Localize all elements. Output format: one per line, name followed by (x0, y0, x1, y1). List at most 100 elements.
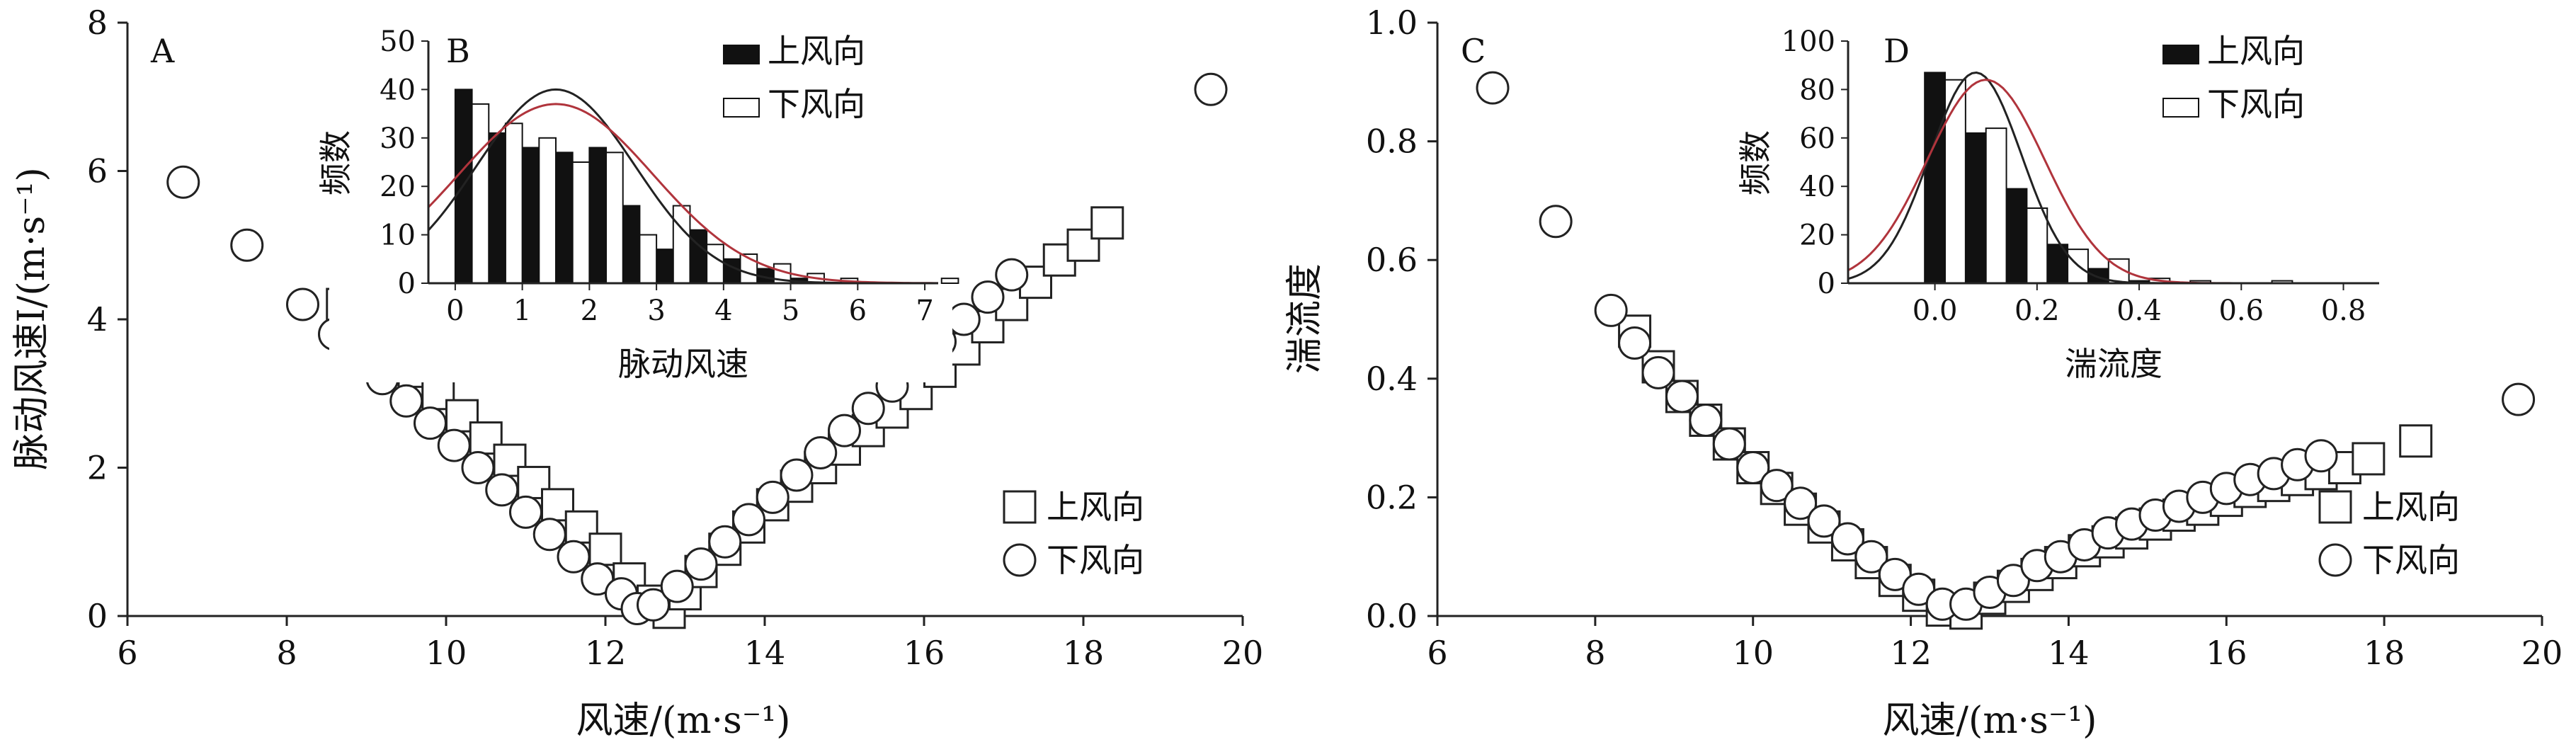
data-point-circle-marker (756, 480, 790, 514)
x-tick-label: 6 (1427, 634, 1447, 672)
x-tick-label: 14 (2048, 634, 2090, 672)
histogram-bar (521, 147, 540, 284)
data-point-circle-marker (1476, 71, 1510, 105)
histogram-bar (571, 161, 591, 284)
x-tick-label: 10 (1732, 634, 1774, 672)
histogram-bar (538, 137, 557, 284)
inset-y-tick-label: 0 (1818, 268, 1835, 300)
data-point-circle-marker (1760, 469, 1794, 503)
y-axis-label: 湍流度 (1284, 263, 1326, 374)
inset-x-axis-label: 湍流度 (2065, 345, 2162, 383)
inset-y-tick-label: 20 (380, 171, 416, 203)
data-point-circle-marker (414, 406, 447, 440)
y-axis-label: 脉动风速I/(m·s⁻¹) (11, 167, 53, 469)
inset-y-tick-label: 100 (1782, 25, 1835, 58)
y-tick-label: 0.0 (1366, 597, 1418, 635)
data-point-circle-marker (1539, 205, 1573, 239)
y-tick-label: 0.6 (1366, 241, 1418, 279)
inset-legend-swatch (723, 98, 760, 118)
data-point-circle-marker (1712, 427, 1746, 461)
data-point-circle-marker (557, 540, 591, 574)
inset-y-tick-label: 40 (380, 74, 416, 106)
x-tick-label: 14 (744, 634, 786, 672)
data-point-square-marker (1090, 206, 1124, 240)
x-tick-label: 20 (1222, 634, 1264, 672)
inset-panel-label: D (1883, 32, 1910, 70)
data-point-circle-marker (1854, 540, 1888, 574)
data-point-circle-marker (1878, 557, 1912, 591)
inset-legend-label: 上风向 (768, 32, 865, 70)
data-point-circle-marker (684, 547, 718, 581)
data-point-circle-marker (461, 451, 495, 484)
data-point-circle-marker (1594, 293, 1628, 327)
inset-x-tick-label: 7 (916, 295, 933, 327)
data-point-circle-marker (732, 503, 765, 537)
data-point-circle-marker (780, 458, 814, 492)
data-point-circle-marker (1736, 451, 1770, 484)
y-tick-label: 1.0 (1366, 4, 1418, 42)
inset-x-tick-label: 3 (647, 295, 665, 327)
x-axis-label: 风速/(m·s⁻¹) (576, 700, 791, 742)
inset-legend-swatch (2162, 98, 2199, 118)
data-point-circle-marker (947, 302, 981, 336)
data-point-circle-marker (851, 392, 885, 426)
histogram-bar (622, 205, 641, 284)
fit-curve (427, 103, 938, 285)
data-point-circle-marker (437, 428, 471, 462)
histogram-bar (722, 258, 741, 284)
panel-label: A (150, 32, 175, 70)
inset-x-tick-label: 4 (714, 295, 732, 327)
panel-a: 6 8 10 12 14 16 18 2002468风速/(m·s⁻¹)脉动风速I/(m·s⁻… (11, 4, 1263, 742)
x-tick-label: 12 (585, 634, 627, 672)
data-point-circle-marker (1665, 380, 1699, 414)
histogram-bar (2005, 188, 2028, 284)
histogram-bar (940, 278, 959, 285)
legend-circle-marker (1003, 543, 1037, 577)
histogram-bar (588, 147, 608, 284)
data-point-circle-marker (1618, 326, 1652, 360)
x-tick-label: 8 (276, 634, 297, 672)
y-tick-label: 0.4 (1366, 360, 1418, 398)
legend-label: 下风向 (1047, 541, 1144, 579)
y-tick-label: 4 (87, 300, 108, 338)
inset-x-tick-label: 0.2 (2014, 295, 2060, 327)
histogram-bar (689, 229, 708, 285)
data-point-circle-marker (485, 473, 519, 507)
data-point-circle-marker (637, 588, 670, 622)
x-tick-label: 10 (426, 634, 467, 672)
histogram-bar (471, 103, 490, 284)
data-point-square-marker (2399, 424, 2433, 458)
histogram-series (1944, 79, 2293, 285)
inset-y-tick-label: 30 (380, 122, 416, 155)
panel-c: 6 8 10 12 14 16 18 20 0.0 0.2 0.4 0.6 0.8 1.0 风速/(m·s⁻… (1284, 4, 2563, 742)
legend-circle-marker (2318, 543, 2352, 577)
inset-legend-label: 下风向 (768, 85, 865, 123)
data-point-circle-marker (166, 165, 200, 199)
histogram-bar (1985, 127, 2007, 284)
data-point-circle-marker (2304, 439, 2338, 473)
inset-legend-label: 上风向 (2207, 32, 2305, 70)
histogram-bar (1964, 132, 1987, 284)
x-tick-label: 12 (1890, 634, 1932, 672)
inset-y-tick-label: 0 (398, 268, 416, 300)
data-point-circle-marker (804, 436, 838, 470)
data-point-circle-marker (660, 569, 694, 603)
y-tick-label: 0.2 (1366, 478, 1418, 516)
data-point-circle-marker (286, 287, 319, 321)
data-point-circle-marker (532, 518, 566, 552)
data-point-circle-marker (971, 280, 1005, 314)
x-tick-label: 16 (2206, 634, 2247, 672)
histogram-series (1924, 72, 2150, 285)
data-point-circle-marker (2502, 382, 2536, 416)
inset-x-tick-label: 0.6 (2218, 295, 2264, 327)
inset-y-tick-label: 40 (1799, 171, 1835, 203)
histogram-bar (1924, 72, 1947, 285)
data-point-circle-marker (1830, 522, 1864, 556)
legend-square-marker (2318, 490, 2352, 524)
inset-panel-label: B (446, 32, 470, 70)
data-point-circle-marker (828, 414, 861, 447)
